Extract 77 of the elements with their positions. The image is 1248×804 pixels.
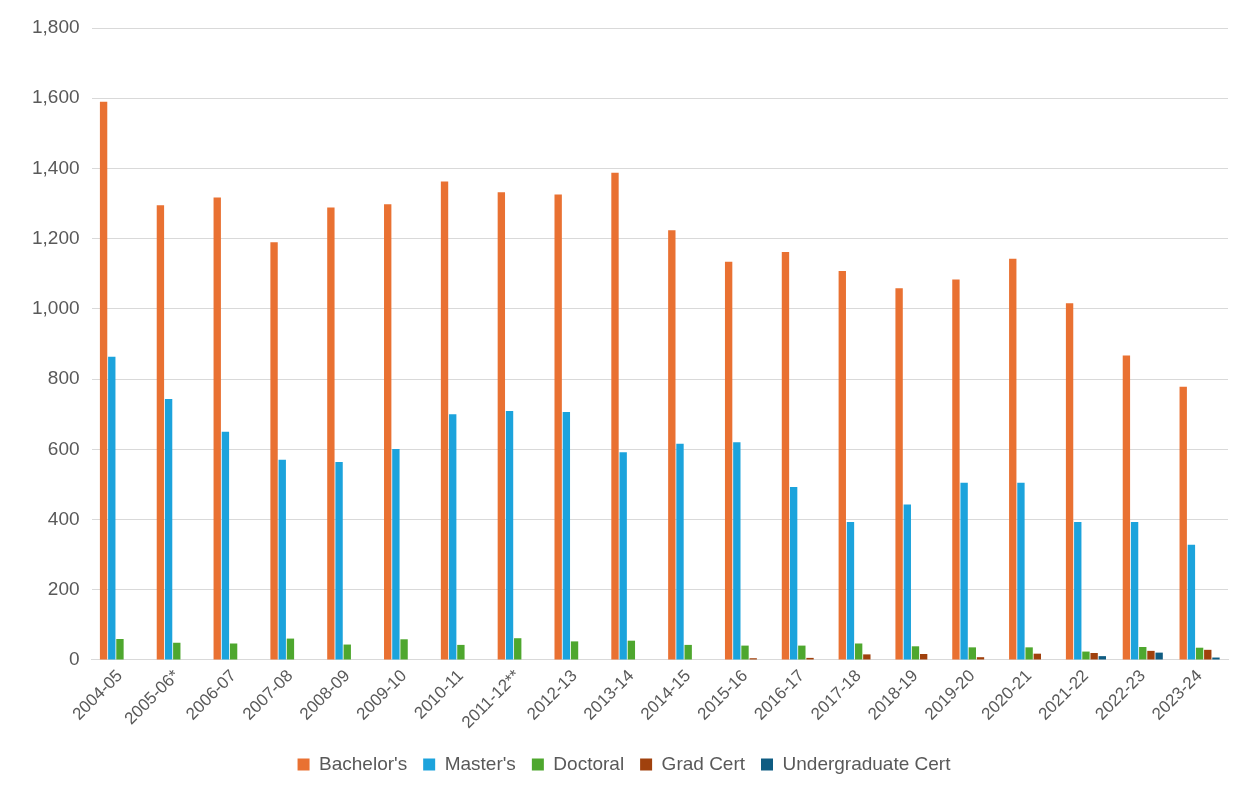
bar xyxy=(1074,522,1082,660)
y-tick-label: 600 xyxy=(47,437,80,459)
legend-label: Grad Cert xyxy=(661,752,746,774)
bar xyxy=(1187,544,1196,660)
legend-label: Undergraduate Cert xyxy=(782,752,952,774)
bar xyxy=(457,644,465,660)
bar xyxy=(505,411,514,660)
bar xyxy=(440,181,449,660)
bar xyxy=(684,644,692,660)
legend-label: Bachelor's xyxy=(319,752,408,774)
bar xyxy=(213,197,221,660)
bar xyxy=(1065,303,1074,660)
bar xyxy=(611,172,619,660)
bar xyxy=(798,645,806,660)
bar xyxy=(1009,258,1017,660)
bar xyxy=(619,452,627,660)
bar xyxy=(108,356,116,660)
y-tick-label: 400 xyxy=(47,507,80,529)
bar xyxy=(514,638,522,660)
bar xyxy=(173,642,181,660)
bar xyxy=(1139,647,1147,660)
bar xyxy=(286,638,295,660)
bar xyxy=(554,194,562,660)
bar xyxy=(562,412,571,660)
bar xyxy=(1090,652,1098,660)
bar xyxy=(846,522,855,660)
bar xyxy=(1147,650,1155,660)
bar xyxy=(668,230,676,660)
bar xyxy=(449,414,457,660)
bar xyxy=(221,431,230,660)
bar xyxy=(99,101,108,660)
bar xyxy=(327,207,335,660)
y-tick-label: 1,400 xyxy=(32,156,80,178)
bar xyxy=(1082,651,1090,660)
bar xyxy=(400,639,408,660)
y-tick-label: 1,600 xyxy=(32,86,80,108)
bar xyxy=(392,448,400,660)
bar xyxy=(854,643,863,660)
bar xyxy=(229,643,238,660)
bar xyxy=(1122,355,1131,660)
y-tick-label: 200 xyxy=(47,578,80,600)
bar xyxy=(335,461,343,660)
bar xyxy=(1017,482,1025,660)
bar xyxy=(895,288,903,660)
bar xyxy=(724,261,733,660)
bar xyxy=(1025,647,1033,660)
bar xyxy=(952,279,960,660)
bar xyxy=(863,654,871,660)
bar xyxy=(1179,386,1187,660)
bar xyxy=(278,459,286,660)
y-tick-label: 800 xyxy=(47,367,80,389)
bar xyxy=(911,646,920,660)
y-tick-label: 1,000 xyxy=(32,297,80,319)
y-tick-label: 1,200 xyxy=(32,226,80,248)
bar xyxy=(781,252,790,660)
bar xyxy=(960,482,968,660)
bar xyxy=(741,645,749,660)
bar xyxy=(156,205,165,660)
bar xyxy=(116,638,124,660)
y-tick-label: 0 xyxy=(68,648,80,670)
y-tick-label: 1,800 xyxy=(32,16,80,38)
bar xyxy=(627,640,636,660)
bar xyxy=(497,192,506,660)
bar xyxy=(838,270,846,660)
bar xyxy=(903,504,911,660)
bar xyxy=(164,399,173,660)
bar xyxy=(384,204,392,660)
bar xyxy=(733,442,741,660)
bar xyxy=(789,486,798,660)
bar xyxy=(270,242,278,660)
bar xyxy=(1130,522,1139,660)
bar xyxy=(676,443,684,660)
bar xyxy=(1155,652,1163,660)
legend-label: Doctoral xyxy=(553,752,625,774)
legend-label: Master's xyxy=(444,752,516,774)
bar xyxy=(968,647,976,660)
bar xyxy=(570,641,579,660)
